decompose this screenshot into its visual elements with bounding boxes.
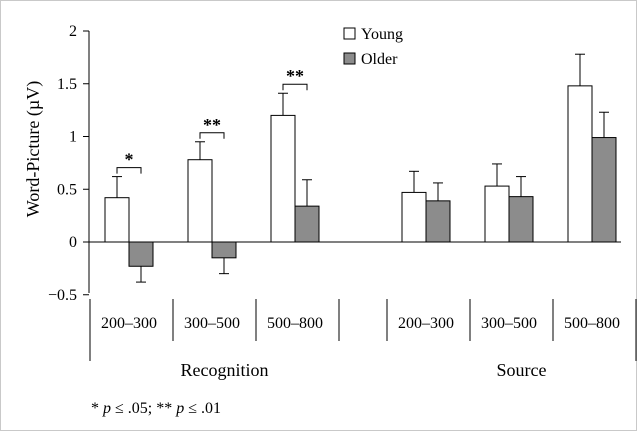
y-tick-label: 1.5 [57,76,77,93]
category-label: 200–300 [398,315,454,332]
bar-young [484,185,510,243]
legend-swatch-older [343,52,356,65]
bar-older [591,137,617,243]
bar-older [211,241,237,259]
footnote-p1: p [102,400,111,417]
y-tick-label: 2 [69,23,77,40]
legend: Young Older [343,26,403,68]
group-label: Recognition [181,360,269,380]
significance-marker: ** [203,115,221,135]
footnote-val2: ≤ .01 [184,400,221,417]
bar-young [104,197,130,243]
footnote: * p ≤ .05; ** p ≤ .01 [91,400,221,417]
bar-older [128,241,154,267]
bar-older [294,205,320,243]
significance-bracket [199,132,225,139]
category-labels: 200–300 300–500 500–800 Recognition 200–300 3… [89,299,637,380]
significance-bracket [282,83,308,91]
y-tick-label: 0.5 [57,181,77,198]
footnote-star1: * [91,400,103,417]
category-label: 300–500 [184,315,240,332]
y-ticks: 2 1.5 1 0.5 0 −0.5 [48,23,89,304]
legend-swatch-young [343,27,356,40]
bar-older [508,196,534,243]
footnote-p2: p [175,400,184,417]
bar-young [270,114,296,243]
bar-young [401,191,427,243]
category-label: 500–800 [564,315,620,332]
significance-marker: * [125,150,134,170]
y-tick-label: −0.5 [48,287,77,304]
y-tick-label: 0 [69,234,77,251]
category-label: 500–800 [267,315,323,332]
bars: ***** [104,53,617,283]
bar-young [567,85,593,243]
bar-older [425,200,451,243]
significance-marker: ** [286,66,304,86]
category-label: 200–300 [101,315,157,332]
axes [88,31,621,293]
category-label: 300–500 [481,315,537,332]
legend-label-young: Young [361,26,403,43]
legend-label-older: Older [361,51,398,68]
bar-young [187,159,213,243]
footnote-val1: ≤ .05; ** [111,400,176,417]
significance-bracket [116,167,142,174]
y-tick-label: 1 [69,129,77,146]
group-label: Source [497,360,547,380]
y-axis-label: Word-Picture (µV) [23,81,44,217]
